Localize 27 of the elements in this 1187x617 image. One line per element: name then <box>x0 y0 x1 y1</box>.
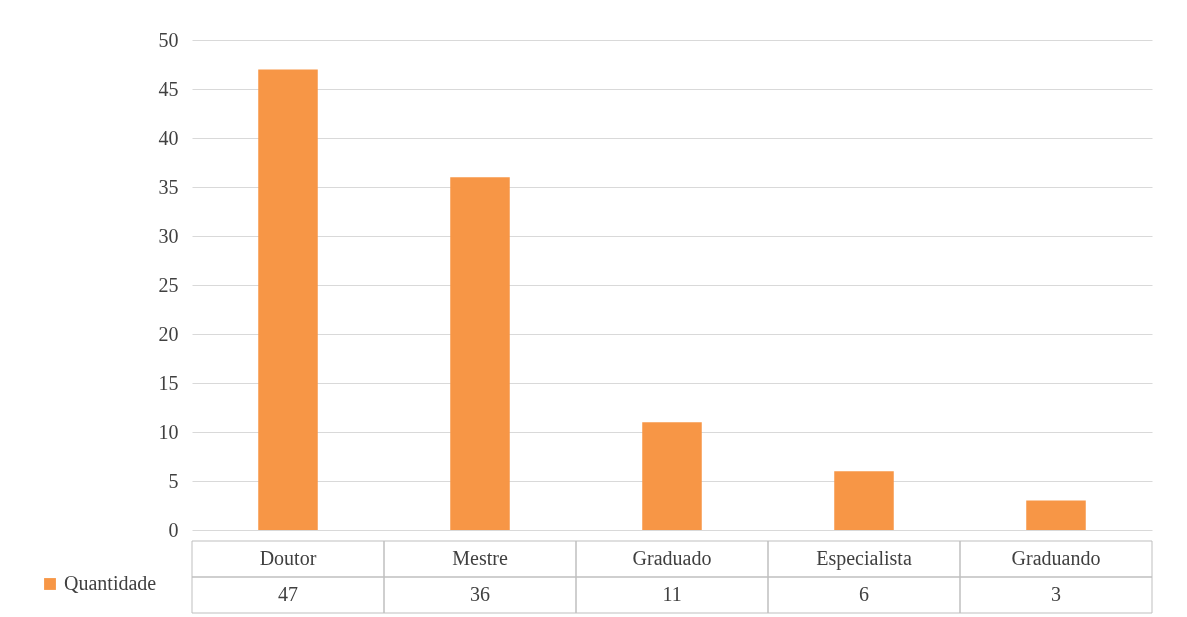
x-tick-label: Graduado <box>632 547 712 569</box>
bar <box>834 471 894 530</box>
y-tick-label: 10 <box>158 420 179 443</box>
bar <box>450 177 510 530</box>
y-tick-label: 15 <box>158 371 179 394</box>
x-tick-label: Graduando <box>1011 547 1101 569</box>
y-tick-label: 50 <box>158 28 179 51</box>
bar <box>1026 500 1086 530</box>
data-label: 36 <box>470 583 490 605</box>
data-label: 11 <box>662 583 682 605</box>
x-tick-label: Especialista <box>816 547 912 570</box>
y-tick-label: 25 <box>158 273 179 296</box>
y-tick-label: 5 <box>168 469 179 492</box>
x-tick-label: Doutor <box>259 547 317 569</box>
bar <box>258 69 318 530</box>
y-tick-label: 45 <box>158 77 179 100</box>
data-label: 47 <box>278 583 298 605</box>
bar <box>642 422 702 530</box>
data-label: 3 <box>1051 583 1061 605</box>
y-tick-label: 40 <box>158 126 179 149</box>
y-tick-label: 20 <box>158 322 179 345</box>
legend-label: Quantidade <box>64 572 157 594</box>
y-tick-label: 35 <box>158 175 179 198</box>
y-tick-label: 0 <box>168 518 179 541</box>
y-tick-label: 30 <box>158 224 179 247</box>
x-tick-label: Mestre <box>452 547 508 569</box>
data-label: 6 <box>859 583 869 605</box>
